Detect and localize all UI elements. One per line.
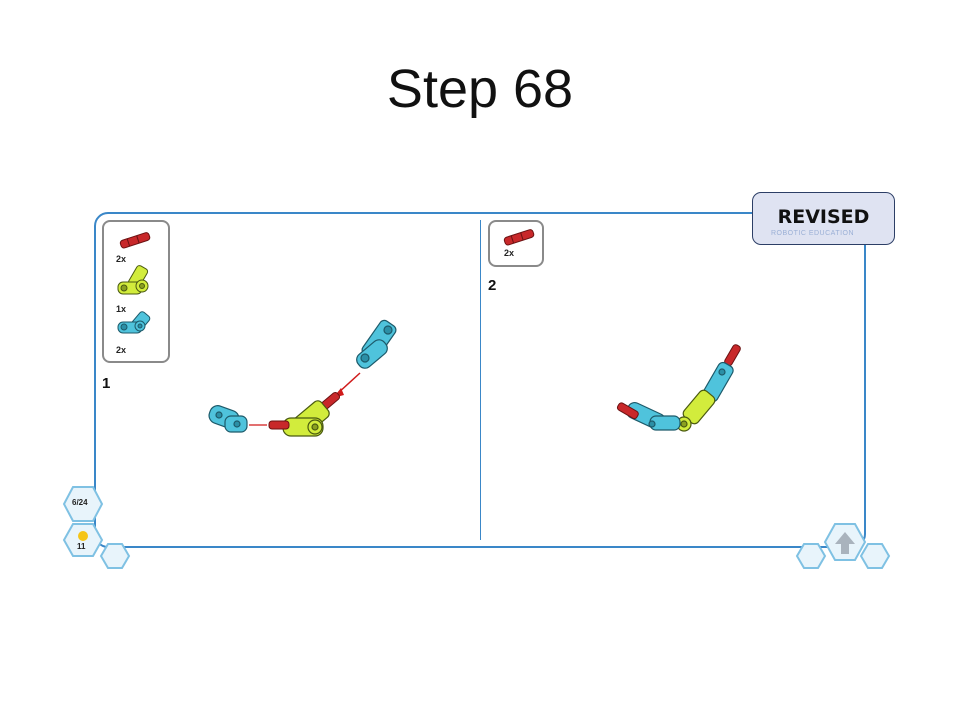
counter-hex[interactable]: [62, 522, 104, 558]
substep-number-1: 1: [102, 375, 111, 392]
revised-badge: REVISED ROBOTIC EDUCATION: [752, 192, 895, 245]
red-axle-pin-icon: [503, 229, 535, 246]
page-indicator-hex[interactable]: [62, 485, 104, 523]
page-indicator-label: 6/24: [72, 498, 88, 507]
parts-list-2: 2x: [488, 220, 544, 267]
parts-list-1: 2x 1x 2x: [102, 220, 170, 363]
blue-angle-connector-icon: [117, 311, 151, 334]
part-qty: 2x: [504, 248, 515, 258]
revised-badge-label: REVISED: [777, 206, 870, 228]
part-qty: 2x: [116, 345, 127, 355]
part-qty: 2x: [116, 254, 127, 264]
nav-hex-right[interactable]: [859, 542, 891, 569]
assembly-illustration-1: [208, 319, 397, 437]
instruction-frame: [94, 212, 866, 548]
red-axle-pin-icon: [119, 232, 151, 249]
revised-badge-sub: ROBOTIC EDUCATION: [771, 230, 855, 237]
substep-divider: [480, 220, 481, 540]
counter-label: 11: [77, 542, 86, 551]
nav-hex-left[interactable]: [795, 542, 827, 569]
assembly-illustration-2: [616, 344, 741, 432]
substep-number-2: 2: [488, 277, 497, 294]
nav-hex-small[interactable]: [99, 542, 131, 569]
slide-title: Step 68: [386, 59, 574, 119]
up-arrow-icon[interactable]: [823, 522, 867, 562]
part-qty: 1x: [116, 304, 127, 314]
lime-angle-connector-icon: [117, 265, 149, 295]
